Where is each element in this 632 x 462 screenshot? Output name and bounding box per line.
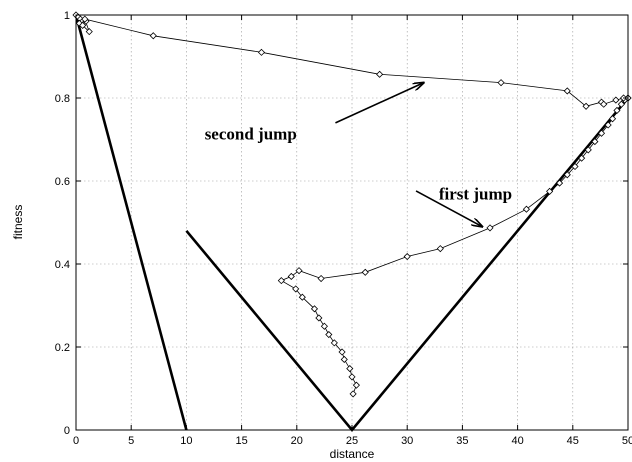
diamond-marker	[330, 339, 338, 347]
diamond-marker	[555, 179, 564, 187]
diamond-marker	[546, 187, 554, 195]
x-tick-label: 25	[346, 435, 358, 447]
diamond-marker	[376, 70, 384, 78]
diamond-marker	[617, 100, 625, 108]
diamond-marker	[612, 96, 620, 104]
data-series	[72, 11, 632, 433]
x-tick-label: 15	[235, 435, 247, 447]
y-tick-label: 0.2	[55, 342, 70, 354]
diamond-marker	[349, 390, 357, 398]
diamond-marker	[317, 274, 325, 283]
x-tick-label: 50	[622, 435, 632, 447]
diamond-marker	[310, 305, 319, 313]
diamond-marker	[85, 28, 93, 36]
x-tick-label: 10	[180, 435, 192, 447]
y-tick-label: 0.6	[55, 176, 70, 188]
diamond-marker	[79, 21, 87, 29]
x-tick-label: 5	[128, 435, 134, 447]
annotations: second jump first jump	[205, 83, 512, 227]
diamond-marker	[361, 268, 369, 276]
diamond-marker	[436, 245, 444, 253]
diamond-marker	[295, 267, 303, 275]
diamond-marker	[584, 146, 592, 154]
thick-line-0	[74, 14, 188, 431]
y-tick-label: 1	[64, 10, 70, 22]
trajectory-line-3	[75, 14, 628, 107]
x-tick-label: 45	[567, 435, 579, 447]
diamond-marker	[338, 348, 346, 356]
diamond-marker	[497, 79, 505, 87]
diamond-marker	[292, 285, 300, 293]
x-axis-label: distance	[330, 447, 375, 461]
diamond-marker	[563, 87, 571, 95]
y-tick-label: 0.4	[55, 259, 70, 271]
diamond-marker	[325, 330, 333, 339]
x-tick-label: 20	[291, 435, 303, 447]
diamond-marker	[352, 381, 360, 389]
diamond-marker	[563, 171, 571, 179]
diamond-marker	[315, 314, 323, 322]
diamond-marker	[257, 48, 266, 56]
diamond-marker	[486, 224, 494, 232]
annotation-label-1: first jump	[439, 185, 512, 204]
diamond-marker	[403, 252, 411, 261]
diamond-marker	[600, 100, 608, 108]
diamond-marker	[604, 121, 612, 129]
diamond-marker	[287, 272, 295, 281]
diamond-marker	[277, 277, 285, 285]
annotation-arrow-0	[335, 83, 423, 124]
diamond-marker	[348, 373, 356, 381]
diamond-marker	[340, 355, 348, 364]
diamond-marker	[81, 15, 89, 23]
grid	[76, 15, 628, 430]
x-tick-label: 30	[401, 435, 413, 447]
y-tick-label: 0	[64, 425, 70, 437]
diamond-marker	[582, 102, 590, 110]
annotation-label-0: second jump	[205, 125, 297, 144]
trajectory-line-2	[280, 97, 629, 395]
axis-ticks: 0 5 10 15 20 25 30 35 40 45 50 0 0.2 0.4 0.6 0.8 1	[55, 10, 632, 447]
diamond-marker	[578, 154, 586, 162]
diamond-marker	[320, 322, 328, 330]
x-tick-label: 35	[456, 435, 468, 447]
y-tick-label: 0.8	[55, 93, 70, 105]
y-axis-label: fitness	[11, 205, 25, 240]
diamond-marker	[591, 138, 599, 146]
diamond-marker	[298, 293, 306, 301]
diamond-marker	[613, 106, 621, 115]
diamond-marker	[597, 129, 606, 137]
diamond-marker	[149, 32, 157, 40]
diamond-marker	[346, 365, 354, 373]
diamond-marker	[608, 115, 617, 123]
diamond-marker	[571, 162, 579, 171]
diamond-marker	[522, 205, 530, 213]
annotation-arrow-1	[415, 190, 482, 227]
x-tick-label: 0	[73, 435, 79, 447]
x-tick-label: 40	[511, 435, 523, 447]
